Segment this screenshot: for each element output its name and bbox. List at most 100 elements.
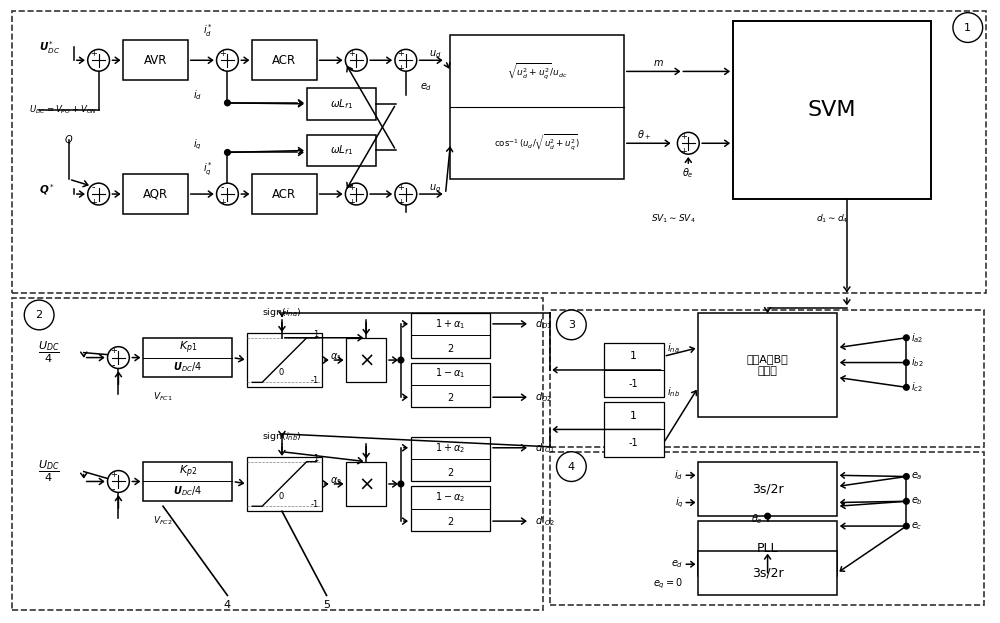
Circle shape [904,523,909,529]
Text: $\omega L_{f1}$: $\omega L_{f1}$ [330,97,353,111]
Circle shape [395,49,417,71]
Circle shape [395,183,417,205]
Text: $i_d$: $i_d$ [674,468,683,482]
Text: +: + [397,198,404,207]
Text: $i_{nb}$: $i_{nb}$ [667,386,680,399]
FancyBboxPatch shape [252,40,317,80]
Text: $U_{DC}=V_{PO}+V_{ON}$: $U_{DC}=V_{PO}+V_{ON}$ [29,103,97,116]
Text: $\dfrac{U_{DC}}{4}$: $\dfrac{U_{DC}}{4}$ [38,340,60,365]
Text: +: + [397,183,404,192]
Text: -1: -1 [629,379,639,389]
Text: $i^*_q$: $i^*_q$ [203,161,213,178]
Circle shape [398,357,404,363]
Text: 4: 4 [224,601,231,611]
Text: 0: 0 [279,492,284,501]
FancyBboxPatch shape [411,487,490,531]
Text: +: + [348,49,355,58]
FancyBboxPatch shape [411,437,490,482]
Text: 5: 5 [323,601,330,611]
Text: -1: -1 [310,500,319,509]
Text: $i_{b2}$: $i_{b2}$ [911,356,924,369]
FancyBboxPatch shape [307,135,376,166]
Text: $Q$: $Q$ [64,133,74,146]
Text: $V_{FC2}$: $V_{FC2}$ [153,515,173,527]
Text: 1: 1 [964,22,971,32]
Text: -: - [221,64,224,74]
Circle shape [398,481,404,487]
FancyBboxPatch shape [123,40,188,80]
FancyBboxPatch shape [346,462,386,506]
Text: -: - [221,182,224,192]
FancyBboxPatch shape [411,363,490,407]
Text: $\boldsymbol{U}_{DC}/4$: $\boldsymbol{U}_{DC}/4$ [173,485,202,498]
Text: $\alpha_1$: $\alpha_1$ [330,352,342,363]
Text: $e_d$: $e_d$ [671,558,683,570]
FancyBboxPatch shape [143,338,232,378]
Text: $\boldsymbol{U}_{DC}/4$: $\boldsymbol{U}_{DC}/4$ [173,361,202,374]
Circle shape [88,183,110,205]
Text: +: + [348,198,355,207]
Circle shape [953,12,983,42]
Text: $2$: $2$ [447,515,454,527]
Text: 3s/2r: 3s/2r [752,567,783,579]
Text: $K_{p2}$: $K_{p2}$ [179,464,197,480]
Circle shape [904,473,909,479]
Circle shape [556,310,586,340]
FancyBboxPatch shape [247,333,322,388]
Text: +: + [219,49,226,58]
Circle shape [108,346,129,368]
Text: $i_q$: $i_q$ [675,495,683,510]
Text: +: + [110,470,117,479]
Text: 1: 1 [630,411,637,421]
Text: AQR: AQR [143,188,168,201]
Text: +: + [90,198,97,207]
Circle shape [677,132,699,154]
Circle shape [904,384,909,390]
Text: $K_{p1}$: $K_{p1}$ [179,340,197,356]
Text: ACR: ACR [272,54,297,67]
Text: $d_{O2}$: $d_{O2}$ [535,391,552,404]
Circle shape [345,183,367,205]
Circle shape [225,150,230,155]
Text: $\theta_e$: $\theta_e$ [682,166,694,180]
Text: $\theta_+$: $\theta_+$ [637,128,651,142]
Text: -: - [92,64,95,74]
Text: $m$: $m$ [653,59,664,69]
Text: $e_q=0$: $e_q=0$ [653,577,683,591]
Text: PLL: PLL [757,542,778,555]
Text: $2$: $2$ [447,465,454,478]
Text: $\omega L_{f1}$: $\omega L_{f1}$ [330,143,353,158]
FancyBboxPatch shape [604,343,664,397]
Circle shape [904,359,909,365]
Text: 1: 1 [313,454,319,463]
FancyBboxPatch shape [698,313,837,417]
Text: $\theta_e$: $\theta_e$ [751,511,763,526]
Text: $i_{na}$: $i_{na}$ [667,341,680,354]
Text: +: + [680,146,687,156]
Text: -: - [350,64,353,74]
Text: -: - [92,182,95,192]
FancyBboxPatch shape [698,462,837,516]
FancyBboxPatch shape [143,462,232,502]
Text: $u_q$: $u_q$ [429,183,442,195]
Text: $i^*_d$: $i^*_d$ [203,22,213,39]
Text: $e_d$: $e_d$ [420,81,432,93]
Text: $\dfrac{U_{DC}}{4}$: $\dfrac{U_{DC}}{4}$ [38,459,60,484]
Text: +: + [219,198,226,207]
Text: $1-\alpha_1$: $1-\alpha_1$ [435,366,466,381]
Text: $\times$: $\times$ [358,475,374,493]
Circle shape [24,300,54,330]
Text: $i_d$: $i_d$ [193,88,202,102]
Text: 3s/2r: 3s/2r [752,482,783,495]
Text: $d'_{O2}$: $d'_{O2}$ [535,514,555,528]
FancyBboxPatch shape [346,338,386,383]
Text: 2: 2 [36,310,43,320]
FancyBboxPatch shape [307,88,376,120]
Circle shape [225,100,230,106]
Text: +: + [110,346,117,355]
Text: $\cos^{-1}(u_d/\sqrt{u_d^2+u_q^2})$: $\cos^{-1}(u_d/\sqrt{u_d^2+u_q^2})$ [494,133,580,153]
Text: 中点A、B的
净电流: 中点A、B的 净电流 [747,354,788,376]
Text: 1: 1 [630,351,637,361]
Text: -1: -1 [310,376,319,385]
FancyBboxPatch shape [411,313,490,358]
